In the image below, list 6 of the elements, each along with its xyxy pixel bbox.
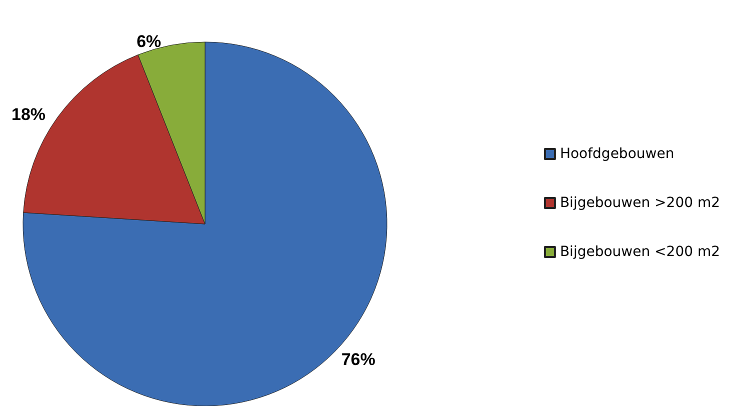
legend-label: Bijgebouwen >200 m2 [560, 195, 720, 211]
data-label: 6% [136, 32, 162, 51]
legend-label: Hoofdgebouwen [560, 146, 674, 162]
legend-label: Bijgebouwen <200 m2 [560, 244, 720, 260]
data-label: 18% [11, 105, 46, 124]
data-label: 76% [341, 350, 376, 370]
